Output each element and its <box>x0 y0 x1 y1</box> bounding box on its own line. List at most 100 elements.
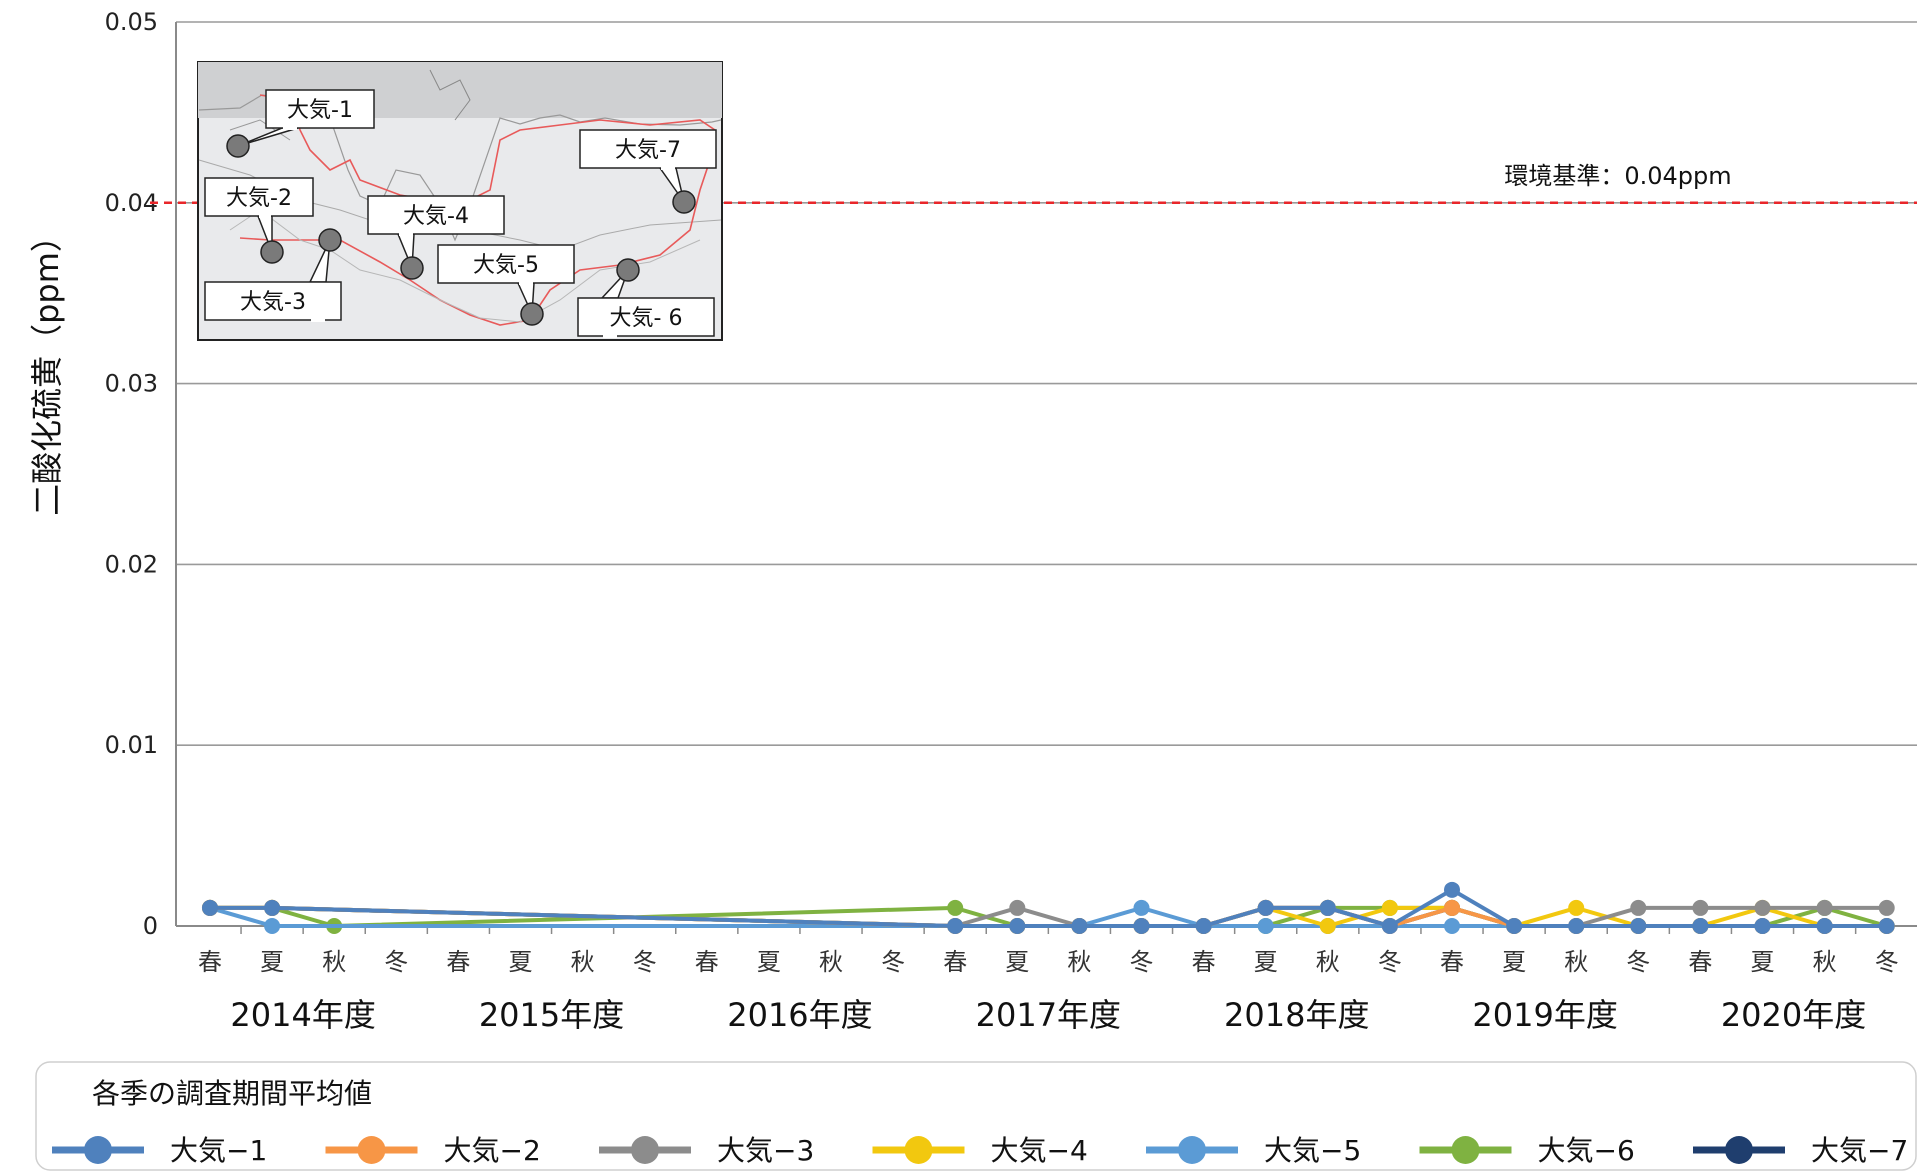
callout-joint <box>661 166 675 170</box>
data-point <box>1009 918 1026 934</box>
legend-label: 大気−7 <box>1811 1134 1908 1167</box>
season-label: 冬 <box>881 948 905 976</box>
data-point <box>1754 899 1771 916</box>
year-labels: 2014年度 2015年度 2016年度 2017年度 2018年度 2019年度 2020… <box>230 996 1866 1034</box>
legend-swatch-marker <box>904 1136 933 1164</box>
year-label: 2018年度 <box>1224 996 1369 1034</box>
season-label: 冬 <box>384 948 408 976</box>
season-label: 春 <box>1440 948 1464 976</box>
callout-joint <box>311 318 325 322</box>
series-line <box>210 887 1887 928</box>
data-point <box>1257 899 1274 916</box>
y-axis-label: 二酸化硫黄（ppm） <box>28 220 66 516</box>
data-point <box>1816 899 1833 916</box>
callout-box <box>367 195 505 235</box>
season-label: 冬 <box>1626 948 1650 976</box>
station-callout: 大気-2 <box>204 177 314 264</box>
data-point <box>1816 918 1833 934</box>
legend-swatch-marker <box>1725 1136 1753 1164</box>
year-label: 2020年度 <box>1721 996 1866 1034</box>
callout-box <box>437 244 575 284</box>
station-marker <box>616 258 640 282</box>
season-label: 冬 <box>1378 948 1402 976</box>
data-point <box>202 899 218 916</box>
data-point <box>1381 899 1398 916</box>
data-point <box>1195 918 1212 934</box>
station-label: 大気-5 <box>473 253 539 278</box>
legend-item: 大気−5 <box>1146 1134 1361 1167</box>
data-point <box>264 899 281 916</box>
season-label: 春 <box>198 948 222 976</box>
legend-label: 大気−5 <box>1264 1134 1361 1167</box>
callout-box <box>265 89 375 129</box>
callout-joint <box>519 281 533 285</box>
callout-box <box>579 129 717 169</box>
data-point <box>1257 918 1274 934</box>
season-label: 冬 <box>633 948 657 976</box>
station-callout: 大気- 6 <box>577 258 715 338</box>
data-point <box>1878 899 1895 916</box>
season-label: 夏 <box>1751 948 1775 976</box>
callout-box <box>204 281 342 321</box>
season-label: 春 <box>695 948 719 976</box>
legend-label: 大気−4 <box>991 1134 1088 1167</box>
data-point <box>947 899 964 916</box>
data-point <box>1444 899 1460 916</box>
year-label: 2016年度 <box>727 996 872 1034</box>
season-label: 秋 <box>1316 948 1340 976</box>
data-point <box>1444 881 1460 898</box>
data-point <box>1568 918 1585 934</box>
y-tick-label: 0.03 <box>105 370 158 398</box>
season-tick-labels: 春夏秋冬春夏秋冬春夏秋冬春夏秋冬春夏秋冬春夏秋冬春夏秋冬 <box>198 948 1899 976</box>
legend-item: 大気−1 <box>52 1134 267 1167</box>
season-label: 夏 <box>1502 948 1526 976</box>
data-point <box>1319 899 1336 916</box>
data-point <box>1692 918 1709 934</box>
legend-label: 大気−2 <box>444 1134 541 1167</box>
station-marker <box>318 228 342 252</box>
callout-joint <box>603 334 617 338</box>
data-series <box>202 881 1895 934</box>
station-marker <box>260 240 284 264</box>
legend-swatch-marker <box>84 1136 112 1164</box>
legend-label: 大気−3 <box>717 1134 814 1167</box>
data-point <box>947 918 964 934</box>
season-label: 秋 <box>1564 948 1588 976</box>
y-tick-labels: 0 0.01 0.02 0.03 0.04 0.05 <box>105 8 158 940</box>
season-label: 春 <box>1688 948 1712 976</box>
legend-swatch-marker <box>631 1136 659 1164</box>
legend-swatch-marker <box>1451 1136 1480 1164</box>
legend-item: 大気−7 <box>1693 1134 1908 1167</box>
data-point <box>1071 918 1088 934</box>
season-label: 夏 <box>1254 948 1278 976</box>
station-label: 大気-4 <box>403 204 469 229</box>
year-label: 2017年度 <box>976 996 1121 1034</box>
season-label: 夏 <box>509 948 533 976</box>
season-label: 冬 <box>1875 948 1899 976</box>
season-label: 夏 <box>757 948 781 976</box>
legend: 各季の調査期間平均値 大気−1 大気−2 大気−3 大気−4 大気−5 大気−6 大気−7 <box>35 1061 1917 1171</box>
station-callouts: 大気-1 大気-2 大気-3 大気-4大気-5 大気- 6 大気-7 <box>204 89 717 338</box>
season-label: 春 <box>943 948 967 976</box>
season-label: 夏 <box>1005 948 1029 976</box>
environmental-standard-label: 環境基準：0.04ppm <box>1504 162 1731 190</box>
season-label: 夏 <box>260 948 284 976</box>
data-point <box>1133 918 1150 934</box>
y-tick-label: 0 <box>143 912 158 940</box>
data-point <box>1444 918 1460 934</box>
station-label: 大気-7 <box>615 138 681 163</box>
legend-swatch-marker <box>1178 1136 1206 1164</box>
y-tick-label: 0.02 <box>105 550 158 578</box>
station-label: 大気-3 <box>240 290 306 315</box>
legend-item: 大気−3 <box>599 1134 814 1167</box>
season-label: 春 <box>446 948 470 976</box>
legend-label: 大気−6 <box>1538 1134 1635 1167</box>
callout-box <box>577 297 715 337</box>
data-point <box>1319 918 1336 934</box>
station-marker <box>226 134 250 158</box>
season-label: 春 <box>1192 948 1216 976</box>
callout-box <box>204 177 314 217</box>
data-point <box>1630 899 1647 916</box>
station-callout: 大気-7 <box>579 129 717 214</box>
